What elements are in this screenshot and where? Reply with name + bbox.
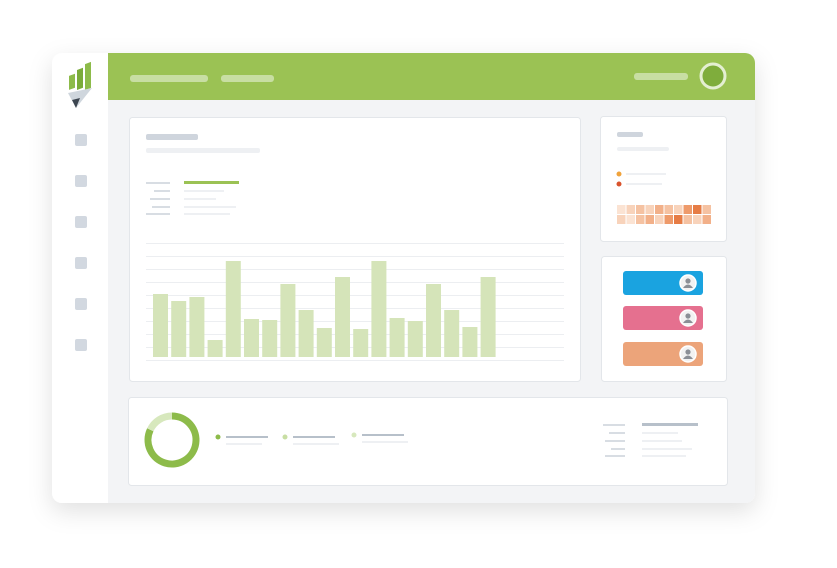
nav-icon[interactable] [75,175,87,187]
bar [335,277,350,357]
bar [280,284,296,357]
bar [407,321,423,357]
heat-cell [636,215,645,224]
heat-cell [626,215,635,224]
bar [171,301,187,357]
heat-cell [683,215,692,224]
bar [298,310,314,357]
bar [189,297,205,357]
summary-panel [128,397,728,486]
heat-cell [645,215,654,224]
heat-cell [655,215,664,224]
heat-cell [693,205,702,214]
summary-placeholders [215,423,698,457]
bar [207,340,223,357]
sidebar-icons [75,134,87,351]
heat-cell [664,215,673,224]
bar [426,284,441,357]
bar [153,294,168,357]
heatmap-panel-content [616,132,711,224]
bar [353,329,369,357]
nav-icon[interactable] [75,134,87,146]
bar [244,319,259,357]
heat-cell [674,205,683,214]
heat-cell [683,205,692,214]
user-avatar[interactable] [699,62,727,90]
heat-cell [645,205,654,214]
bar [444,310,460,357]
bar [480,277,496,357]
heat-cell [626,205,635,214]
bar [225,261,241,357]
heat-cell [636,205,645,214]
donut-segment [147,412,173,432]
heat-cell [617,205,626,214]
donut-segment [144,412,200,468]
logo [68,61,92,108]
nav-icon[interactable] [75,257,87,269]
heat-cell [674,215,683,224]
chart-panel [129,117,581,382]
nav-icon[interactable] [75,298,87,310]
heat-cell [693,215,702,224]
heat-cell [617,215,626,224]
user-pills [623,271,703,366]
heat-cell [702,215,711,224]
bar [316,328,332,357]
bar [262,320,278,357]
chart-panel-placeholders [146,134,260,215]
heat-cell [702,205,711,214]
nav-icon[interactable] [75,339,87,351]
sidebar [52,53,108,503]
bar [462,327,478,357]
bar-chart [153,261,496,357]
top-bar-placeholders [130,73,688,82]
bar [371,261,387,357]
heat-cell [655,205,664,214]
bar [389,318,405,357]
donut-chart [144,412,200,468]
nav-icon[interactable] [75,216,87,228]
heat-cell [664,205,673,214]
